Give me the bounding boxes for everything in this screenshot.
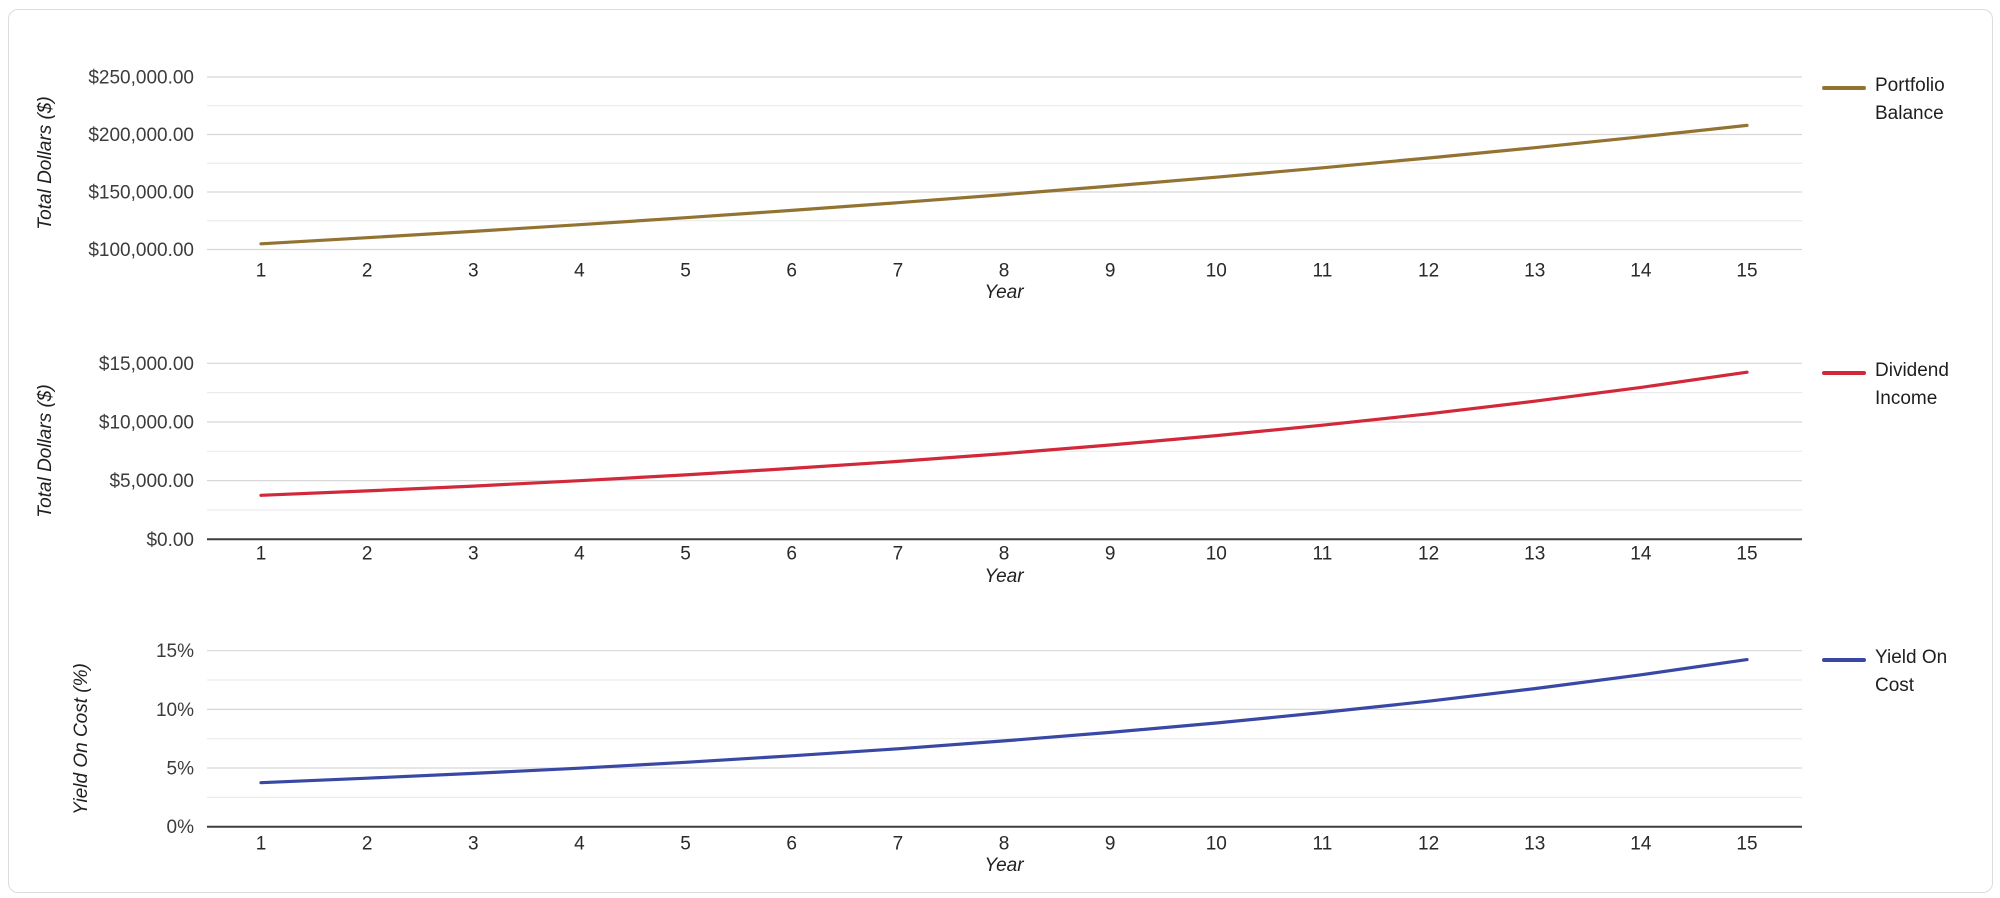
- x-tick-label: 1: [256, 544, 267, 565]
- x-tick-label: 8: [999, 834, 1010, 855]
- x-axis-title: Year: [984, 282, 1024, 303]
- y-tick-label: $200,000.00: [88, 125, 194, 146]
- x-tick-label: 12: [1418, 261, 1439, 282]
- x-tick-label: 5: [680, 261, 691, 282]
- x-tick-label: 2: [362, 544, 373, 565]
- x-tick-label: 12: [1418, 544, 1439, 565]
- x-tick-label: 9: [1105, 834, 1116, 855]
- legend-label-line: Income: [1875, 388, 1938, 409]
- y-tick-label: $150,000.00: [88, 183, 194, 204]
- x-tick-label: 3: [468, 834, 479, 855]
- legend: Dividend Income: [1822, 357, 1949, 413]
- x-tick-label: 10: [1206, 261, 1227, 282]
- y-tick-label: 5%: [167, 759, 195, 780]
- x-tick-label: 15: [1736, 834, 1757, 855]
- x-tick-label: 11: [1313, 261, 1333, 282]
- x-tick-label: 3: [468, 544, 479, 565]
- x-tick-label: 4: [574, 261, 585, 282]
- x-tick-label: 4: [574, 834, 585, 855]
- x-tick-label: 11: [1313, 834, 1333, 855]
- x-tick-label: 6: [786, 544, 797, 565]
- x-tick-label: 10: [1206, 544, 1227, 565]
- y-tick-label: $0.00: [146, 530, 194, 551]
- x-tick-label: 5: [680, 544, 691, 565]
- y-tick-label: $10,000.00: [99, 412, 194, 433]
- legend-label-line: Balance: [1875, 103, 1944, 124]
- x-axis-title: Year: [984, 855, 1024, 876]
- y-tick-label: 15%: [156, 641, 194, 662]
- x-tick-label: 5: [680, 834, 691, 855]
- x-axis-title: Year: [984, 566, 1024, 587]
- x-tick-label: 13: [1524, 261, 1545, 282]
- x-tick-label: 14: [1630, 544, 1652, 565]
- x-tick-label: 9: [1105, 544, 1116, 565]
- legend-label-line: Dividend: [1875, 360, 1949, 381]
- x-tick-label: 15: [1736, 544, 1757, 565]
- series-line: [259, 657, 1749, 785]
- x-tick-label: 12: [1418, 834, 1439, 855]
- y-tick-label: $5,000.00: [109, 471, 194, 492]
- x-tick-label: 13: [1524, 544, 1545, 565]
- x-tick-label: 8: [999, 544, 1010, 565]
- x-tick-label: 11: [1313, 544, 1333, 565]
- x-tick-label: 7: [893, 834, 904, 855]
- x-tick-label: 9: [1105, 261, 1116, 282]
- x-tick-label: 7: [893, 261, 904, 282]
- y-tick-label: 10%: [156, 700, 194, 721]
- x-tick-label: 15: [1736, 261, 1757, 282]
- x-tick-label: 10: [1206, 834, 1227, 855]
- x-tick-label: 8: [999, 261, 1010, 282]
- y-axis-title: Yield On Cost (%): [71, 663, 92, 815]
- x-tick-label: 6: [786, 834, 797, 855]
- x-tick-label: 7: [893, 544, 904, 565]
- legend-label-line: Yield On: [1875, 647, 1948, 668]
- x-tick-label: 6: [786, 261, 797, 282]
- x-tick-label: 1: [256, 834, 267, 855]
- x-tick-label: 2: [362, 261, 373, 282]
- legend-line-swatch: [1822, 658, 1866, 662]
- legend: Yield On Cost: [1822, 644, 1947, 700]
- y-axis-title: Total Dollars ($): [35, 96, 56, 230]
- y-axis-title: Total Dollars ($): [35, 384, 56, 518]
- x-tick-label: 14: [1630, 834, 1652, 855]
- x-tick-label: 13: [1524, 834, 1545, 855]
- series-line: [259, 123, 1749, 246]
- legend-label-line: Cost: [1875, 675, 1915, 696]
- y-tick-label: $15,000.00: [99, 354, 194, 375]
- legend: Portfolio Balance: [1822, 72, 1945, 128]
- legend-line-swatch: [1822, 371, 1866, 375]
- series-line: [259, 370, 1749, 497]
- y-tick-label: 0%: [167, 817, 195, 838]
- x-tick-label: 2: [362, 834, 373, 855]
- legend-line-swatch: [1822, 86, 1866, 90]
- legend-label-line: Portfolio: [1875, 75, 1945, 96]
- x-tick-label: 1: [256, 261, 267, 282]
- x-tick-label: 14: [1630, 261, 1652, 282]
- y-tick-label: $100,000.00: [88, 240, 194, 261]
- y-tick-label: $250,000.00: [88, 68, 194, 89]
- x-tick-label: 4: [574, 544, 585, 565]
- x-tick-label: 3: [468, 261, 479, 282]
